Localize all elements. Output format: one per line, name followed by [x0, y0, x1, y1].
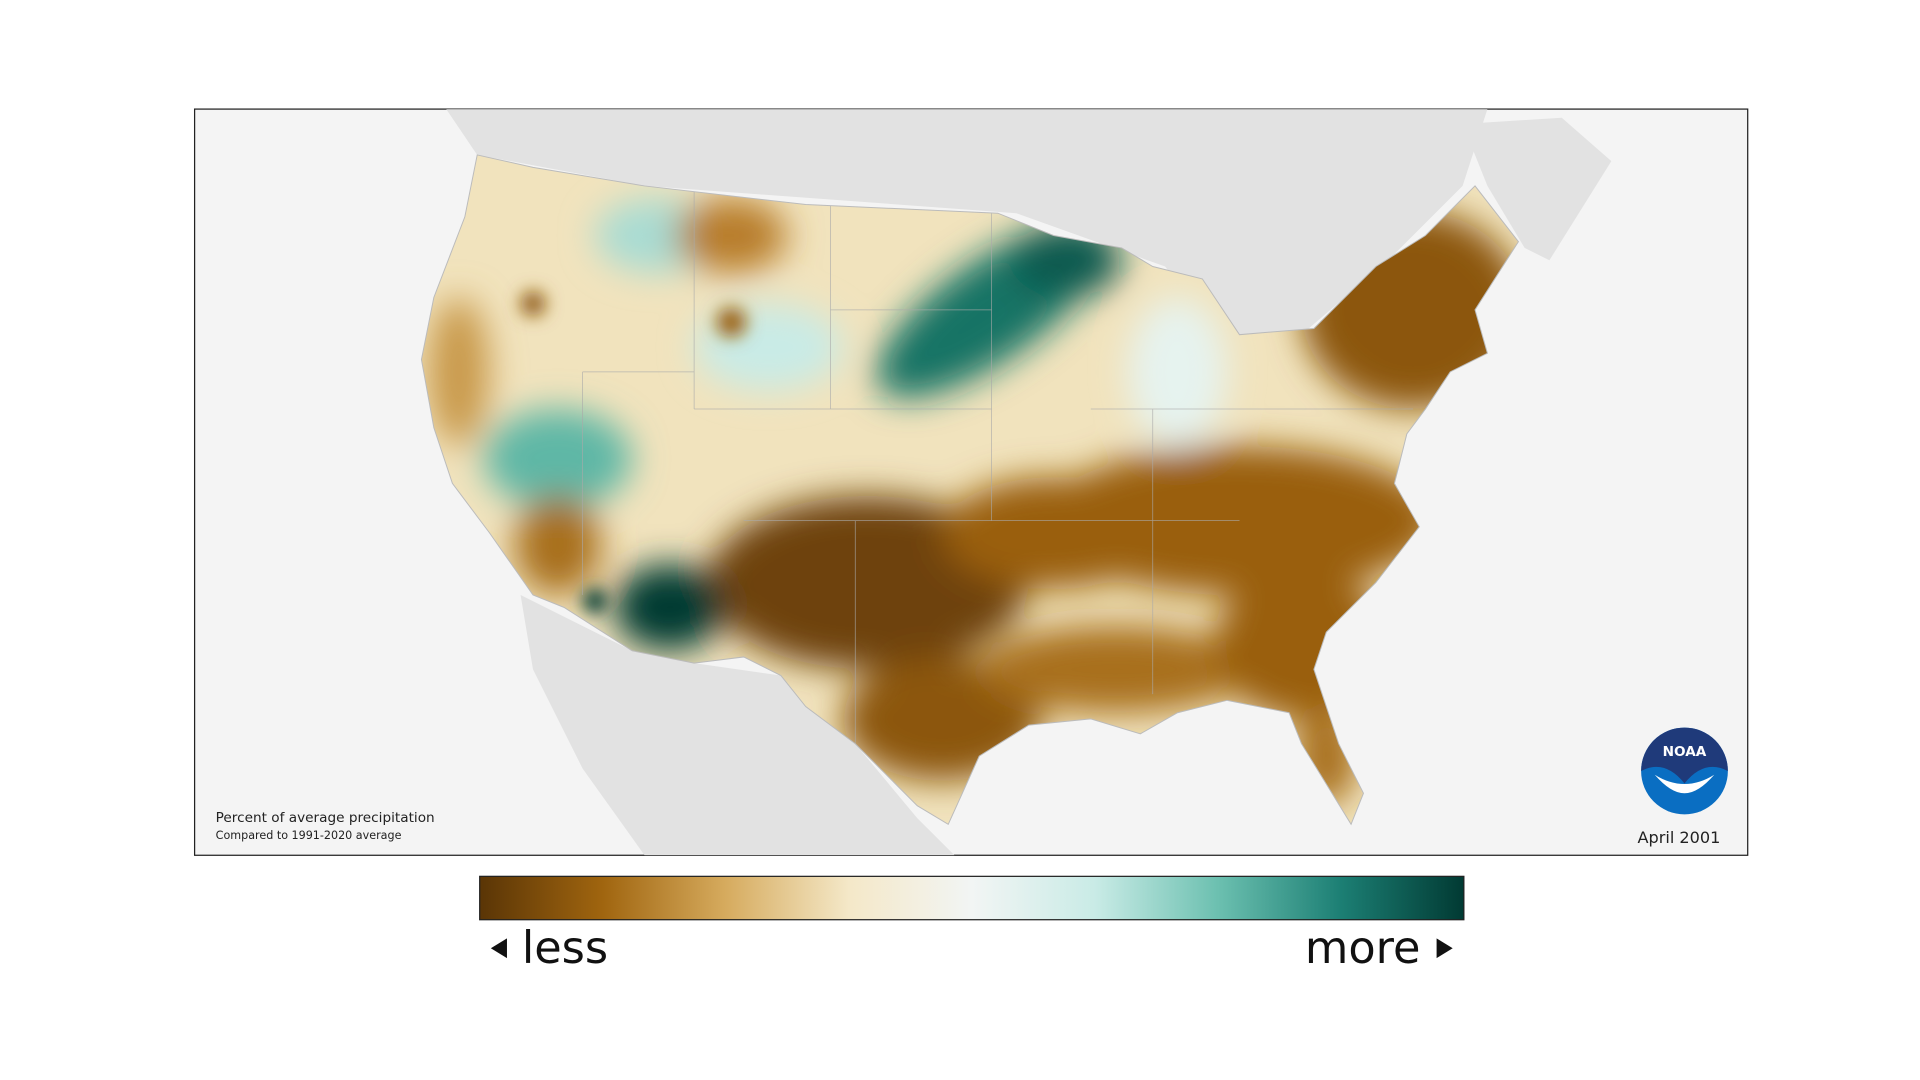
legend-low-label: less: [522, 922, 608, 974]
noaa-logo: NOAA: [1641, 727, 1728, 815]
map-subtitle: Compared to 1991-2020 average: [216, 829, 402, 842]
basemap: [446, 109, 1612, 856]
mexico: [520, 594, 955, 856]
legend-colorbar: [479, 875, 1465, 921]
canada: [446, 109, 1488, 348]
maritimes: [1462, 117, 1612, 261]
map-date: April 2001: [1637, 828, 1720, 847]
left-arrow: [490, 938, 507, 959]
right-arrow: [1436, 938, 1453, 959]
legend-high-label: more: [1305, 922, 1421, 974]
map-title: Percent of average precipitation: [216, 810, 435, 826]
logo-text: NOAA: [1663, 744, 1707, 760]
